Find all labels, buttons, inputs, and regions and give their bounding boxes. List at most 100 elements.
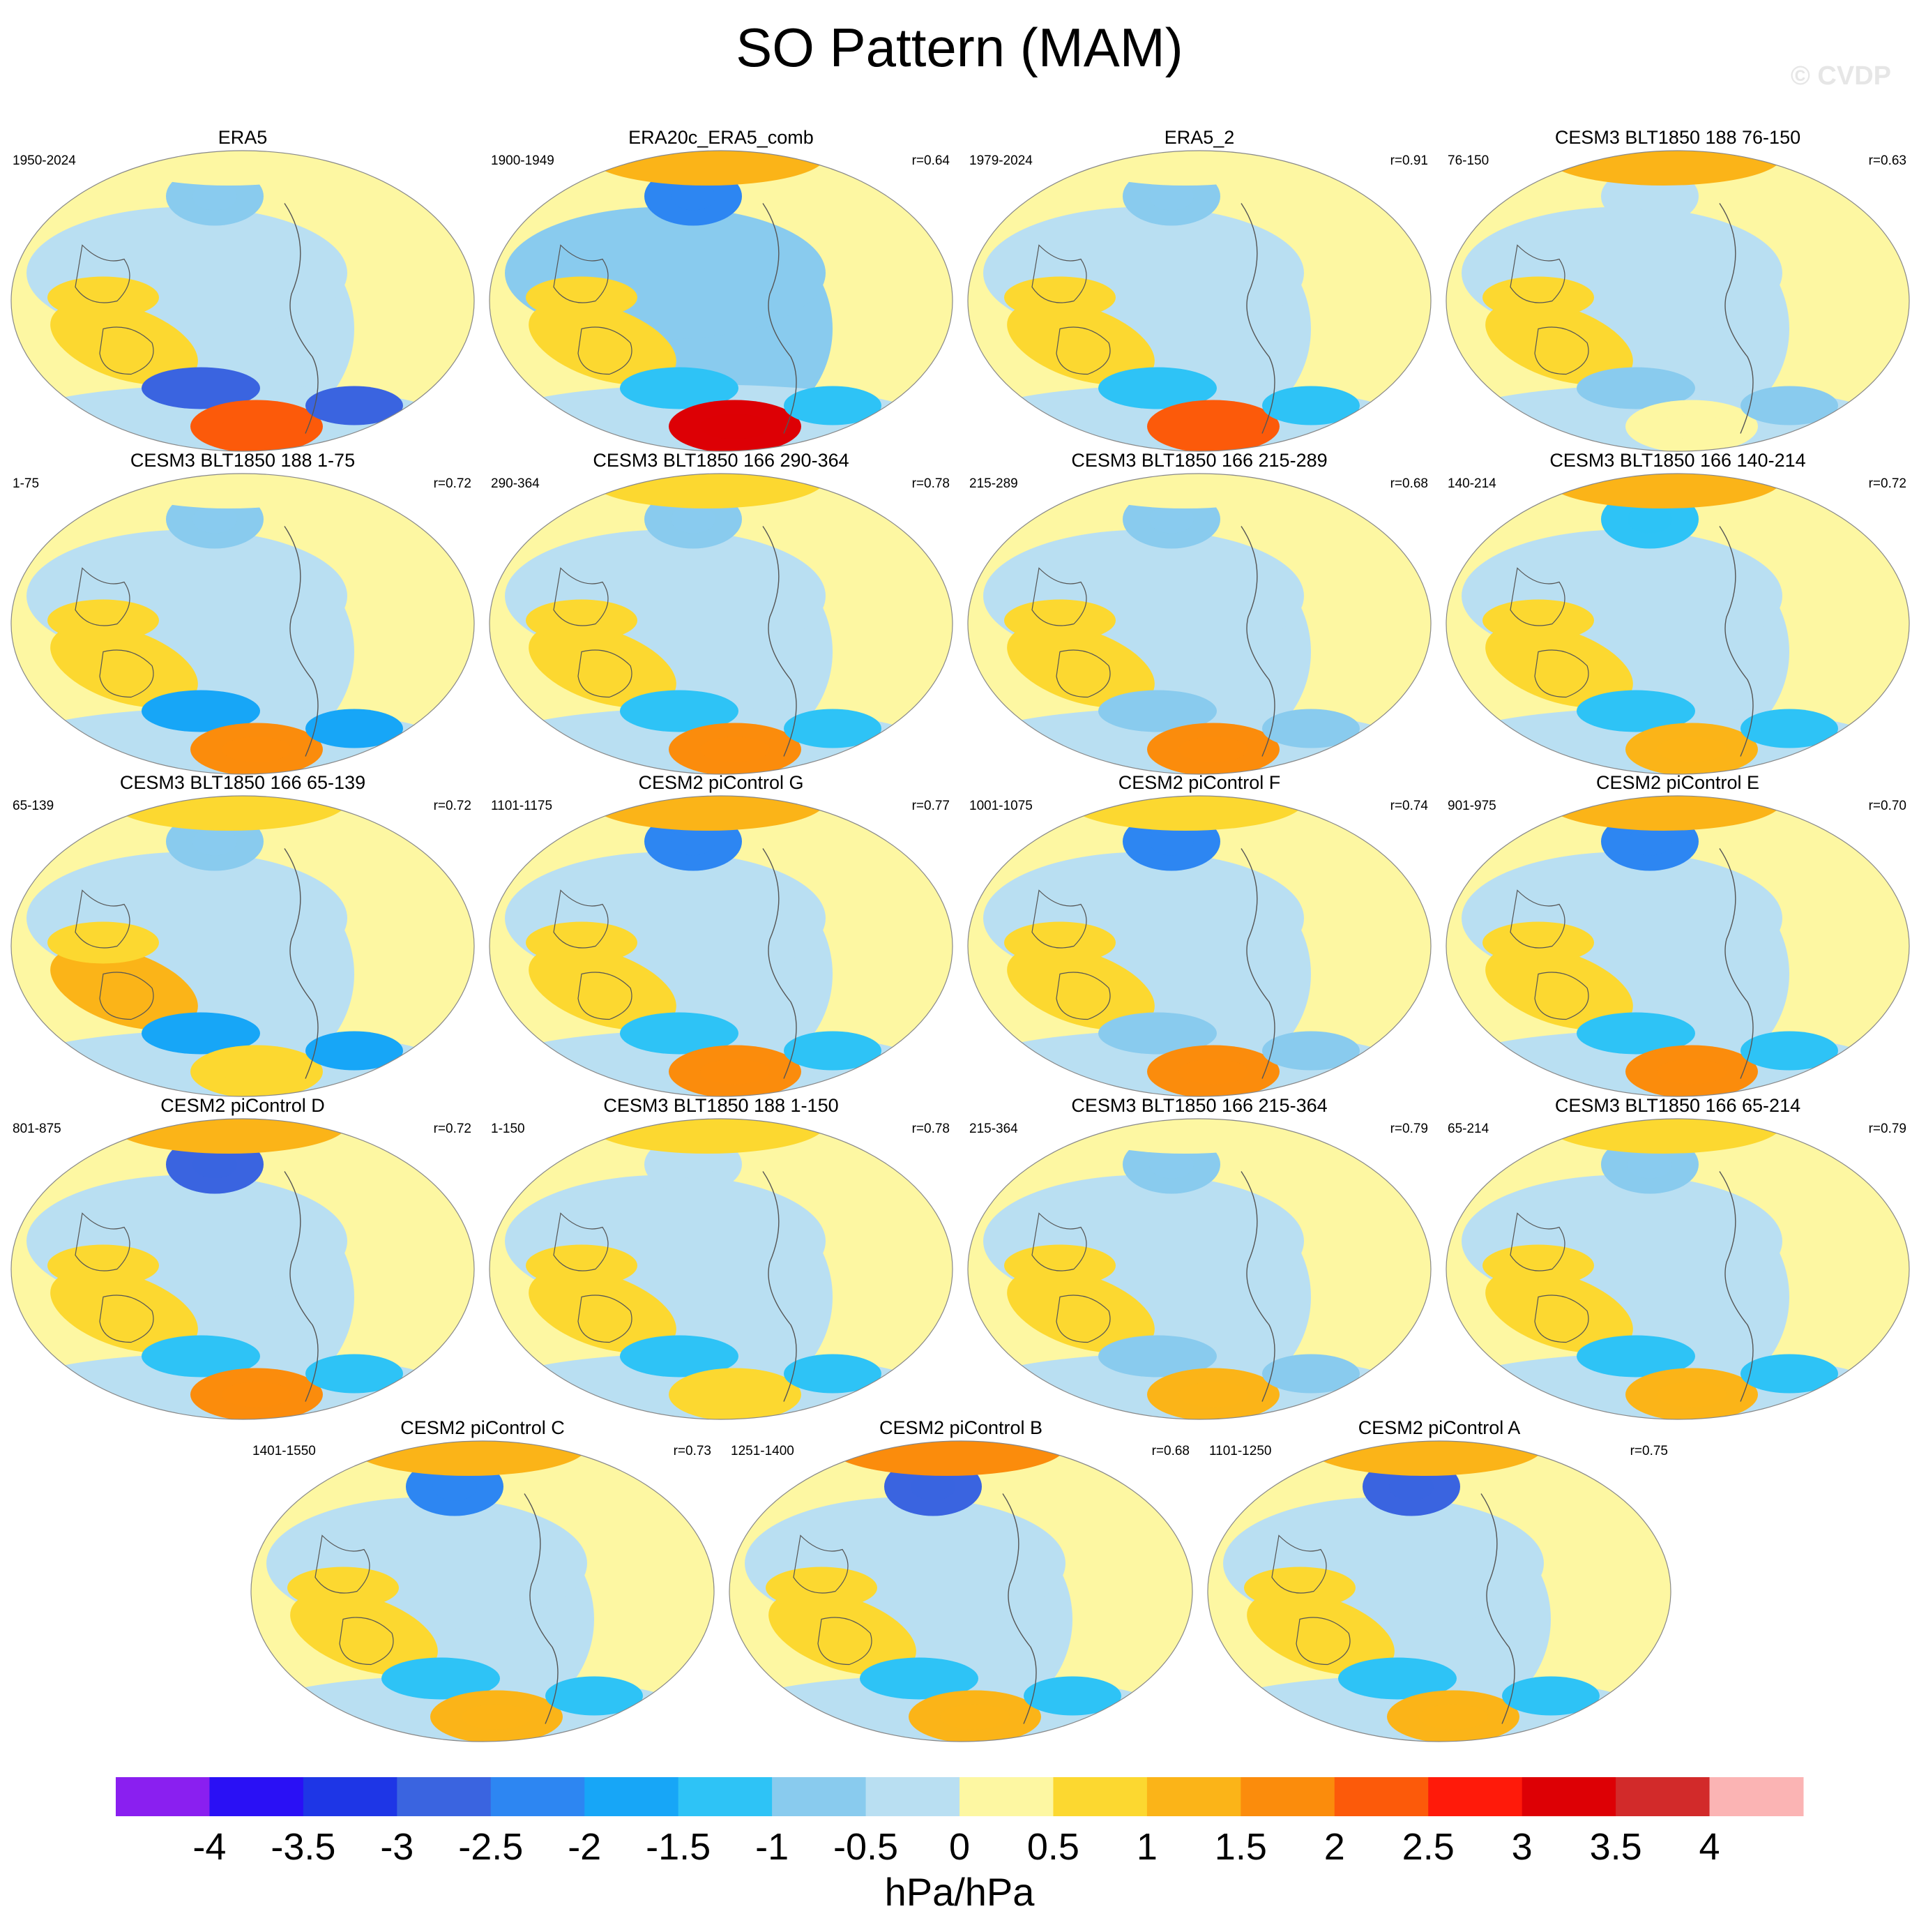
colorbar-swatch	[303, 1777, 397, 1816]
south-atlantic-low	[305, 1031, 403, 1071]
south-atlantic-low	[305, 1354, 403, 1394]
south-pacific-low	[1577, 367, 1695, 409]
panel-period: 901-975	[1448, 799, 1496, 813]
panel-correlation: r=0.78	[911, 476, 950, 491]
coastline-americas	[284, 203, 319, 434]
panel-period: 1900-1949	[491, 153, 554, 168]
coastline-asia	[553, 1212, 609, 1271]
colorbar-swatch	[1428, 1777, 1523, 1816]
arctic-anomaly	[110, 151, 347, 186]
coastline-americas	[762, 203, 797, 434]
colorbar-tick-label: 2.5	[1402, 1826, 1455, 1868]
colorbar-swatch	[584, 1777, 679, 1816]
arctic-anomaly	[1545, 474, 1782, 508]
coastline-australia	[577, 326, 632, 375]
australia-anomaly	[529, 624, 676, 708]
map-svg	[967, 1118, 1432, 1420]
australia-anomaly	[50, 1269, 198, 1353]
page-title: SO Pattern (MAM)	[736, 17, 1183, 78]
coastline-americas	[524, 1493, 559, 1724]
australia-anomaly	[290, 1591, 438, 1675]
panel-period: 1101-1250	[1209, 1444, 1272, 1458]
map-border	[1446, 1118, 1910, 1420]
coastline-asia	[553, 567, 609, 626]
panel-correlation: r=0.70	[1868, 799, 1906, 813]
south-pacific-low	[381, 1657, 500, 1700]
arctic-anomaly	[589, 796, 826, 831]
south-pacific-low	[1577, 1335, 1695, 1378]
map-svg	[1446, 150, 1910, 452]
coastline-asia	[1031, 889, 1087, 949]
panel-correlation: r=0.68	[1151, 1444, 1190, 1458]
south-pacific-low	[620, 367, 738, 409]
map-panel: CESM3 BLT1850 166 65-214 65-214 r=0.79	[1441, 1094, 1915, 1421]
map-border	[489, 473, 953, 775]
panel-title: CESM3 BLT1850 166 140-214	[1549, 450, 1806, 471]
coastline-americas	[1719, 1171, 1754, 1402]
colorbar-swatch	[1522, 1777, 1616, 1816]
panel-title: ERA5_2	[1164, 127, 1235, 148]
map-border	[489, 795, 953, 1097]
colorbar-tick-label: 0.5	[1027, 1826, 1079, 1868]
panel-period: 65-214	[1448, 1122, 1489, 1136]
australia-anomaly	[1007, 1269, 1155, 1353]
map-panel: CESM2 piControl F 1001-1075 r=0.74	[962, 771, 1436, 1099]
coastline-australia	[1534, 972, 1589, 1020]
coastline-australia	[1534, 1295, 1589, 1343]
panel-correlation: r=0.73	[673, 1444, 711, 1458]
panel-correlation: r=0.72	[1868, 476, 1906, 491]
map-svg	[10, 473, 475, 775]
australia-anomaly	[1007, 946, 1155, 1030]
map-border	[1207, 1440, 1671, 1742]
coastline-asia	[1031, 1212, 1087, 1271]
south-pacific-low	[142, 367, 260, 409]
map-svg	[1446, 473, 1910, 775]
panel-correlation: r=0.77	[911, 799, 950, 813]
south-atlantic-low	[784, 1354, 881, 1394]
south-atlantic-low	[1262, 1031, 1360, 1071]
panel-title: CESM3 BLT1850 166 290-364	[593, 450, 849, 471]
panel-correlation: r=0.68	[1390, 476, 1428, 491]
colorbar-swatch	[678, 1777, 773, 1816]
coastline-asia	[1031, 244, 1087, 303]
map-panel: CESM2 piControl E 901-975 r=0.70	[1441, 771, 1915, 1099]
colorbar-tick-label: -2.5	[458, 1826, 523, 1868]
coastline-australia	[1056, 972, 1111, 1020]
map-panel: CESM2 piControl G 1101-1175 r=0.77	[484, 771, 958, 1099]
coastline-asia	[1031, 567, 1087, 626]
arctic-anomaly	[589, 1119, 826, 1154]
panel-period: 65-139	[13, 799, 54, 813]
australia-anomaly	[50, 624, 198, 708]
map-border	[10, 795, 475, 1097]
panel-title: CESM3 BLT1850 166 65-214	[1554, 1095, 1801, 1116]
coastline-asia	[1271, 1534, 1327, 1594]
colorbar-tick-label: -1	[755, 1826, 789, 1868]
coastline-americas	[1480, 1493, 1515, 1724]
australia-anomaly	[768, 1591, 916, 1675]
map-panel: CESM3 BLT1850 166 140-214 140-214 r=0.72	[1441, 448, 1915, 776]
coastline-americas	[1719, 848, 1754, 1079]
australia-anomaly	[529, 301, 676, 385]
coastline-asia	[793, 1534, 849, 1594]
panel-correlation: r=0.79	[1390, 1122, 1428, 1136]
map-border	[10, 473, 475, 775]
arctic-anomaly	[1545, 151, 1782, 186]
arctic-anomaly	[350, 1441, 587, 1476]
map-svg	[10, 1118, 475, 1420]
coastline-australia	[99, 972, 154, 1020]
colorbar-units: hPa/hPa	[885, 1870, 1036, 1914]
colorbar-swatch	[1616, 1777, 1711, 1816]
coastline-australia	[577, 972, 632, 1020]
map-svg	[967, 150, 1432, 452]
map-panel: CESM3 BLT1850 166 215-289 215-289 r=0.68	[962, 448, 1436, 776]
australia-anomaly	[50, 301, 198, 385]
australia-anomaly	[50, 946, 198, 1030]
map-border	[1446, 150, 1910, 452]
panel-correlation: r=0.78	[911, 1122, 950, 1136]
south-atlantic-low	[1502, 1676, 1600, 1716]
colorbar-tick-label: 1	[1137, 1826, 1158, 1868]
map-panel: ERA20c_ERA5_comb 1900-1949 r=0.64	[484, 126, 958, 453]
colorbar-swatch	[1146, 1777, 1241, 1816]
colorbar-tick-label: -1.5	[646, 1826, 711, 1868]
